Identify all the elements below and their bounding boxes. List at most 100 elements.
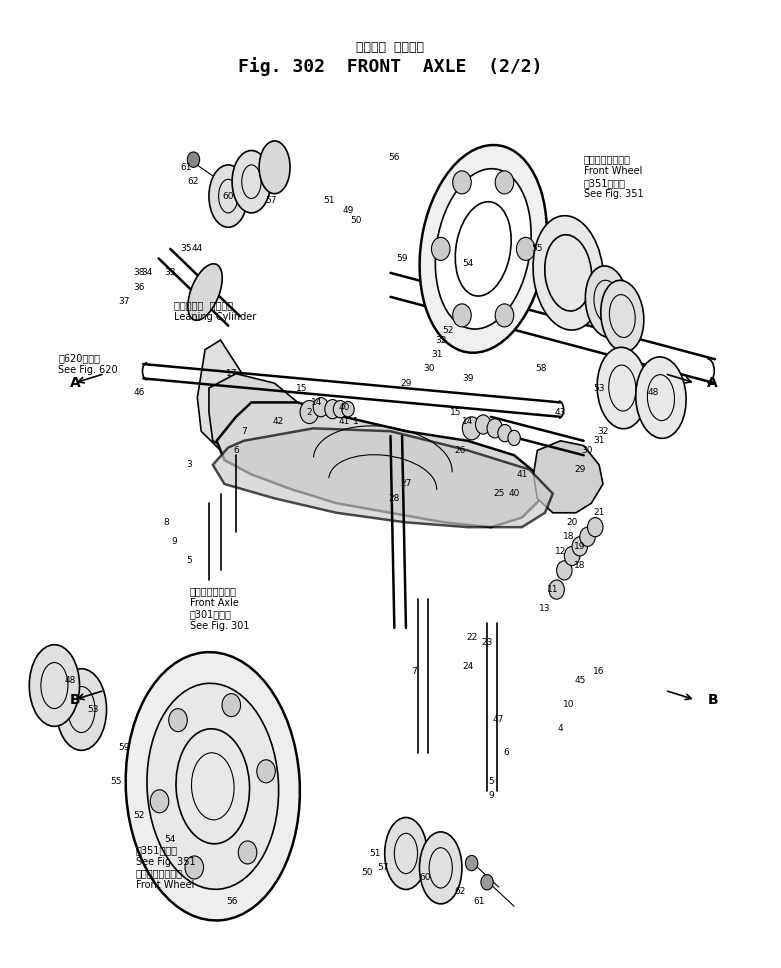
- Circle shape: [508, 430, 520, 445]
- Circle shape: [481, 874, 494, 890]
- Text: 5: 5: [187, 557, 192, 565]
- Text: 13: 13: [540, 604, 551, 614]
- Circle shape: [453, 171, 471, 194]
- Text: 44: 44: [191, 244, 203, 254]
- Text: 55: 55: [532, 244, 543, 254]
- Ellipse shape: [636, 357, 686, 439]
- Text: 61: 61: [473, 897, 485, 906]
- Circle shape: [333, 401, 348, 418]
- Text: 48: 48: [647, 388, 659, 397]
- Text: 35: 35: [180, 244, 191, 254]
- Text: 49: 49: [342, 206, 354, 215]
- Text: 19: 19: [574, 542, 586, 551]
- Text: 8: 8: [163, 518, 169, 527]
- Circle shape: [549, 580, 565, 599]
- Circle shape: [487, 419, 502, 438]
- Text: 18: 18: [562, 532, 574, 541]
- Ellipse shape: [601, 281, 644, 351]
- Circle shape: [342, 402, 355, 417]
- Text: 47: 47: [493, 714, 505, 724]
- Circle shape: [495, 304, 514, 327]
- Circle shape: [431, 237, 450, 260]
- Text: 14: 14: [312, 398, 323, 407]
- Text: 59: 59: [118, 743, 130, 752]
- Text: 30: 30: [582, 446, 594, 455]
- Circle shape: [169, 709, 187, 732]
- Text: 29: 29: [574, 465, 586, 474]
- Text: 29: 29: [401, 378, 412, 388]
- PathPatch shape: [533, 440, 603, 513]
- Text: 17: 17: [226, 369, 238, 378]
- Ellipse shape: [29, 645, 80, 726]
- Text: 42: 42: [273, 417, 284, 426]
- Text: 59: 59: [396, 254, 408, 263]
- Text: 12: 12: [555, 547, 566, 556]
- Circle shape: [565, 546, 580, 565]
- Ellipse shape: [419, 145, 547, 352]
- Text: 20: 20: [566, 518, 578, 527]
- Text: リーニング  シリンダ
Leaning Cylinder: リーニング シリンダ Leaning Cylinder: [174, 300, 256, 322]
- Text: 61: 61: [180, 163, 191, 171]
- Ellipse shape: [259, 141, 290, 194]
- Circle shape: [495, 171, 514, 194]
- Text: B: B: [70, 693, 80, 707]
- Text: 7: 7: [241, 427, 247, 436]
- Text: 10: 10: [562, 700, 574, 710]
- Text: 46: 46: [134, 388, 145, 397]
- Text: 32: 32: [597, 427, 608, 436]
- PathPatch shape: [212, 428, 553, 528]
- Text: 1: 1: [353, 417, 358, 426]
- Ellipse shape: [232, 150, 271, 213]
- Ellipse shape: [585, 266, 629, 338]
- Text: 55: 55: [110, 777, 122, 786]
- Circle shape: [150, 790, 169, 813]
- Circle shape: [587, 518, 603, 537]
- Text: 54: 54: [462, 258, 473, 268]
- Text: 56: 56: [226, 897, 238, 906]
- Text: 43: 43: [555, 408, 566, 416]
- Text: 39: 39: [462, 374, 473, 383]
- Text: フロント  アクスル: フロント アクスル: [356, 41, 425, 54]
- Text: 23: 23: [481, 638, 493, 647]
- Ellipse shape: [385, 818, 427, 890]
- Text: 48: 48: [64, 677, 76, 685]
- Text: 27: 27: [401, 479, 412, 489]
- Text: 52: 52: [134, 810, 145, 820]
- Ellipse shape: [533, 216, 604, 330]
- Text: Fig. 302  FRONT  AXLE  (2/2): Fig. 302 FRONT AXLE (2/2): [238, 57, 543, 76]
- Circle shape: [238, 841, 257, 864]
- Text: 15: 15: [451, 408, 462, 416]
- Text: 18: 18: [574, 561, 586, 570]
- Text: 24: 24: [462, 662, 473, 671]
- Text: 9: 9: [488, 792, 494, 801]
- Ellipse shape: [188, 264, 223, 320]
- Text: A: A: [708, 377, 718, 390]
- Text: 54: 54: [165, 834, 176, 843]
- Text: 50: 50: [350, 216, 362, 225]
- Text: 14: 14: [462, 417, 473, 426]
- Text: 9: 9: [171, 537, 177, 546]
- Text: 53: 53: [594, 383, 604, 393]
- Text: 33: 33: [165, 268, 176, 278]
- Text: フロントホイール
Front Wheel
第351図参照
See Fig. 351: フロントホイール Front Wheel 第351図参照 See Fig. 35…: [583, 155, 644, 199]
- Circle shape: [572, 537, 587, 556]
- Text: 15: 15: [296, 383, 308, 393]
- Circle shape: [187, 152, 200, 167]
- Text: 41: 41: [338, 417, 350, 426]
- Text: 56: 56: [389, 153, 400, 163]
- Text: 2: 2: [307, 408, 312, 416]
- Text: 26: 26: [455, 446, 465, 455]
- Text: 38: 38: [134, 268, 145, 278]
- Text: 3: 3: [187, 461, 192, 469]
- Text: 22: 22: [466, 633, 477, 642]
- Ellipse shape: [419, 832, 462, 904]
- Ellipse shape: [147, 683, 279, 890]
- Text: 32: 32: [435, 336, 447, 345]
- Text: 16: 16: [594, 667, 604, 676]
- Text: 21: 21: [594, 508, 604, 517]
- Circle shape: [557, 560, 572, 580]
- Text: 28: 28: [389, 494, 400, 503]
- Text: 41: 41: [516, 469, 527, 479]
- Circle shape: [580, 528, 595, 546]
- Text: 51: 51: [369, 849, 381, 858]
